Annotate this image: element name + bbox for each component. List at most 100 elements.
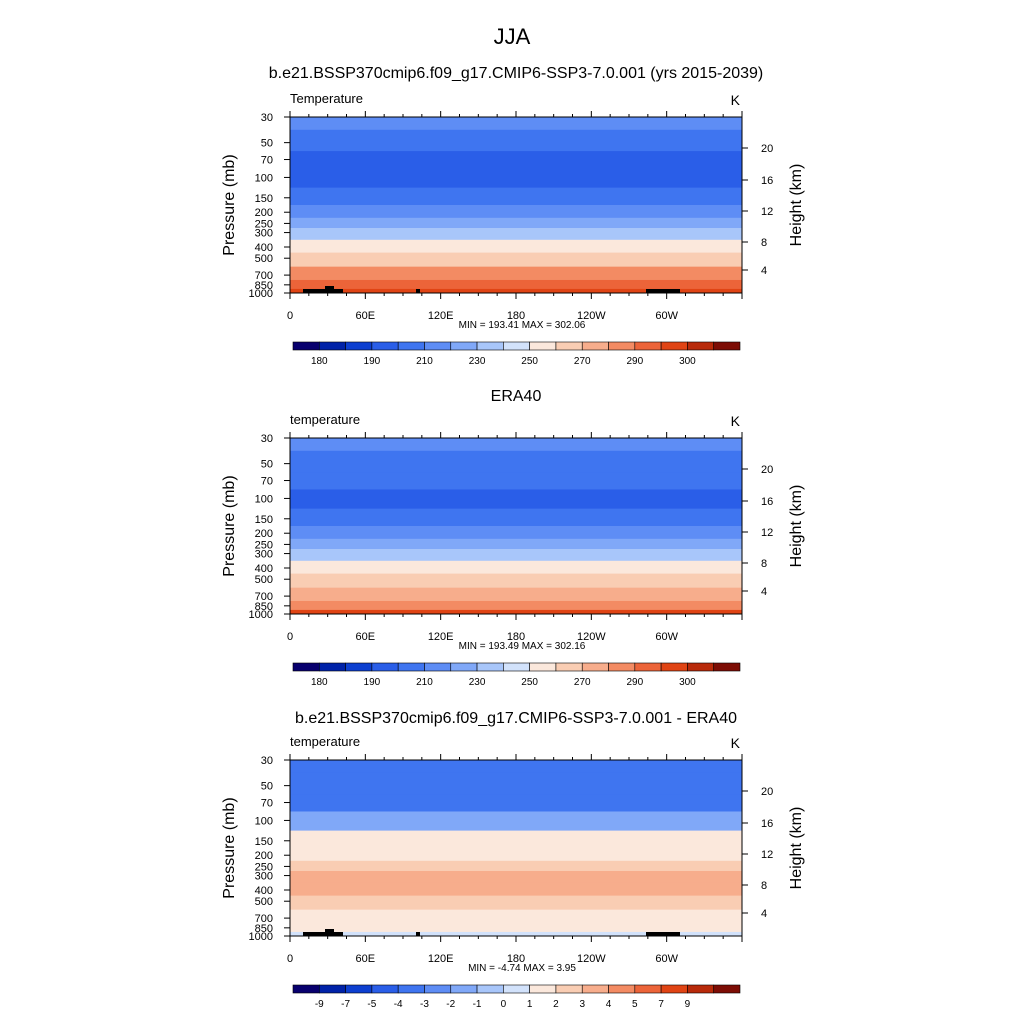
colorbar-swatch — [581, 984, 609, 994]
colorbar-swatch — [687, 341, 715, 351]
colorbar-swatch — [450, 341, 478, 351]
terrain-mask — [416, 289, 420, 293]
terrain-mask — [325, 929, 334, 936]
y-axis-title: Pressure (mb) — [221, 475, 238, 576]
contour-band — [290, 860, 742, 872]
y-tick-label: 200 — [255, 207, 273, 219]
panel-unit: K — [731, 413, 741, 429]
x-tick-label: 60E — [356, 953, 376, 965]
y2-tick-label: 4 — [761, 265, 767, 277]
y2-tick-label: 20 — [761, 464, 773, 476]
colorbar-swatch — [345, 662, 373, 672]
colorbar-label: 250 — [521, 677, 538, 688]
panel-2: ERA40 temperature K 0 60E 120E 180 120W 60W 30 50 7… — [221, 388, 805, 688]
colorbar-label: 230 — [469, 356, 486, 367]
terrain-mask — [416, 932, 420, 936]
panel-3: b.e21.BSSP370cmip6.f09_g17.CMIP6-SSP3-7.… — [221, 710, 805, 1010]
colorbar-swatch — [660, 341, 688, 351]
contour-band — [290, 848, 742, 862]
contour-band — [290, 909, 742, 924]
panel-unit: K — [731, 735, 741, 751]
contour-band — [290, 187, 742, 206]
colorbar-swatch — [608, 341, 636, 351]
y-tick-label: 850 — [255, 601, 273, 613]
colorbar-swatch — [713, 984, 741, 994]
colorbar-label: 1 — [527, 999, 533, 1010]
contour-band — [290, 811, 742, 832]
colorbar-label: 180 — [311, 356, 328, 367]
colorbar-swatch — [634, 341, 662, 351]
colorbar-label: 250 — [521, 356, 538, 367]
panel-title: b.e21.BSSP370cmip6.f09_g17.CMIP6-SSP3-7.… — [269, 65, 764, 82]
y-tick-label: 500 — [255, 896, 273, 908]
y2-tick-label: 4 — [761, 908, 767, 920]
terrain-mask — [646, 932, 680, 936]
y-tick-label: 1000 — [249, 288, 273, 300]
panel-left-subtitle: temperature — [290, 734, 360, 749]
min-max-stats: MIN = -4.74 MAX = 3.95 — [468, 963, 576, 974]
y2-tick-label: 12 — [761, 206, 773, 218]
contour-band — [290, 266, 742, 281]
contour-band — [290, 227, 742, 241]
colorbar-swatch — [581, 341, 609, 351]
y-tick-label: 500 — [255, 574, 273, 586]
y2-axis-title: Height (km) — [788, 485, 805, 568]
contour-band — [290, 129, 742, 152]
figure-title: JJA — [494, 24, 531, 49]
y-tick-label: 700 — [255, 270, 273, 282]
colorbar-label: -9 — [315, 999, 324, 1010]
colorbar-swatch — [713, 341, 741, 351]
colorbar-swatch — [503, 984, 530, 994]
y-tick-label: 1000 — [249, 609, 273, 621]
contour-band — [290, 609, 742, 615]
panel-title: ERA40 — [491, 388, 542, 405]
contour-band — [290, 538, 742, 550]
panel-title: b.e21.BSSP370cmip6.f09_g17.CMIP6-SSP3-7.… — [295, 710, 737, 727]
colorbar-swatch — [292, 984, 320, 994]
x-tick-label: 120E — [428, 310, 454, 322]
colorbar-swatch — [555, 984, 583, 994]
contour-band — [290, 548, 742, 562]
y2-axis-title: Height (km) — [788, 807, 805, 890]
terrain-mask — [303, 289, 343, 293]
y2-tick-label: 16 — [761, 818, 773, 830]
colorbar-label: 3 — [579, 999, 585, 1010]
colorbar-label: -4 — [394, 999, 403, 1010]
colorbar-swatch — [476, 341, 504, 351]
y-tick-label: 70 — [261, 798, 273, 810]
y-tick-label: 100 — [255, 172, 273, 184]
colorbar-swatch — [634, 662, 662, 672]
x-tick-label: 120W — [577, 631, 606, 643]
contour-band — [290, 560, 742, 575]
contour-band — [290, 117, 742, 131]
x-tick-label: 120E — [428, 631, 454, 643]
colorbar-swatch — [397, 662, 425, 672]
contour-band — [290, 882, 742, 897]
y-tick-label: 300 — [255, 549, 273, 561]
y-tick-label: 1000 — [249, 931, 273, 943]
terrain-mask — [646, 289, 680, 293]
x-tick-label: 60W — [655, 631, 678, 643]
colorbar-label: 7 — [658, 999, 664, 1010]
y-tick-label: 850 — [255, 923, 273, 935]
colorbar-swatch — [397, 984, 425, 994]
contour-band — [290, 151, 742, 169]
panel-left-subtitle: temperature — [290, 412, 360, 427]
contour-band — [290, 931, 742, 937]
colorbar-label: 9 — [685, 999, 691, 1010]
colorbar-swatch — [660, 662, 688, 672]
y-tick-label: 50 — [261, 459, 273, 471]
contour-band — [290, 450, 742, 473]
panel-1: b.e21.BSSP370cmip6.f09_g17.CMIP6-SSP3-7.… — [221, 65, 805, 367]
y-tick-label: 70 — [261, 155, 273, 167]
y2-tick-label: 8 — [761, 558, 767, 570]
x-tick-label: 60W — [655, 310, 678, 322]
terrain-mask — [303, 932, 343, 936]
contour-band — [290, 526, 742, 540]
y-tick-label: 700 — [255, 913, 273, 925]
x-tick-label: 60E — [356, 310, 376, 322]
contour-band — [290, 472, 742, 490]
x-tick-label: 120W — [577, 953, 606, 965]
colorbar-label: 190 — [364, 356, 381, 367]
